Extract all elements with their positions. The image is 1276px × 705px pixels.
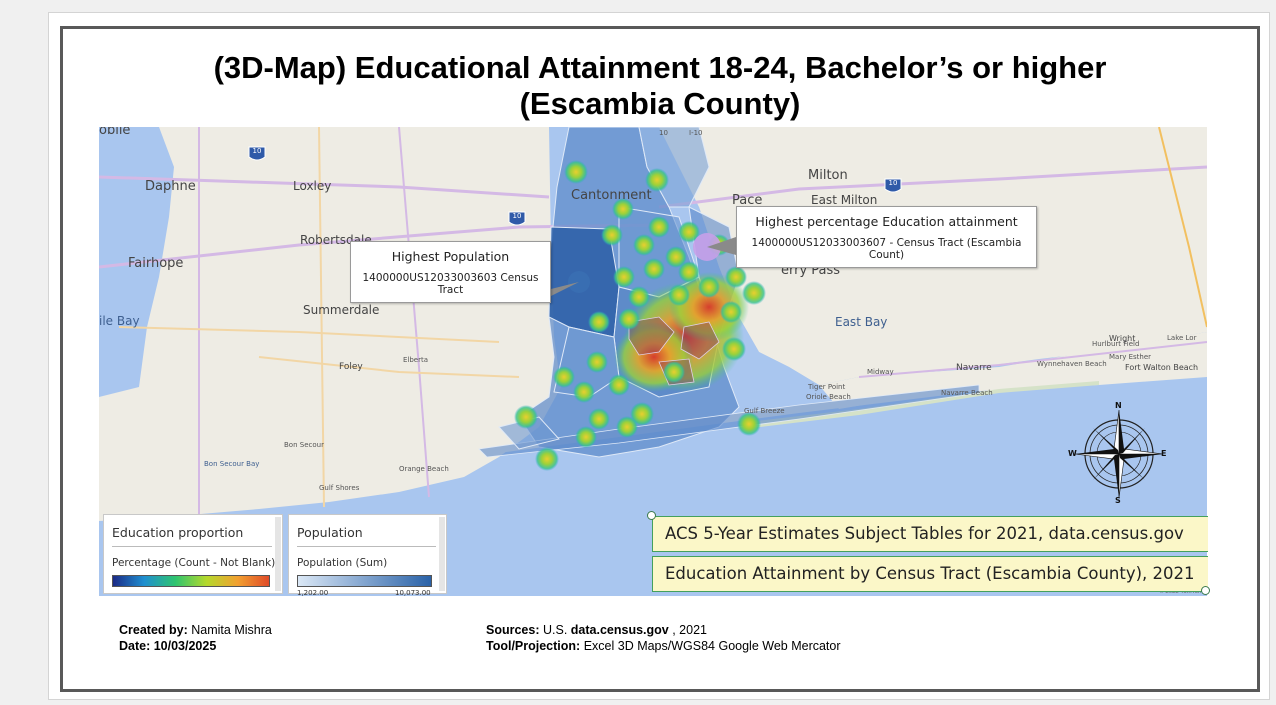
title-line-2: (Escambia County)	[519, 86, 801, 121]
legend-education[interactable]: Education proportion Percentage (Count -…	[103, 514, 283, 594]
place-label-fort-walton-beach: Fort Walton Beach	[1125, 363, 1199, 372]
place-label-oriole-beach: Oriole Beach	[806, 393, 851, 401]
place-label-bon-secour-bay: Bon Secour Bay	[204, 460, 260, 468]
place-label-mobile: obile	[99, 127, 131, 138]
legend-population-min: 1,202.00	[297, 589, 329, 597]
legend-education-title: Education proportion	[112, 525, 244, 540]
place-label-fairhope: Fairhope	[128, 256, 184, 271]
callout-highest-education[interactable]: Highest percentage Education attainment …	[736, 206, 1037, 268]
place-label-lake-lorraine: Lake Lor	[1167, 334, 1197, 342]
place-label-tiger-point: Tiger Point	[808, 383, 846, 391]
source-box-education[interactable]: Education Attainment by Census Tract (Es…	[652, 556, 1208, 592]
sources-line: Sources: U.S. data.census.gov , 2021	[486, 622, 841, 638]
map-copyright: © 2023 TomTom	[1159, 589, 1203, 595]
legend-education-gradient	[112, 575, 270, 587]
legend-scrollbar[interactable]	[275, 517, 281, 591]
highway-shield-label: 10	[888, 179, 898, 187]
source-box-acs[interactable]: ACS 5-Year Estimates Subject Tables for …	[652, 516, 1208, 552]
callout-population-title: Highest Population	[391, 249, 510, 264]
callout-education-detail: 1400000US12033003607 - Census Tract (Esc…	[751, 237, 1022, 261]
legend-divider	[297, 546, 436, 547]
created-by-label: Created by:	[119, 623, 188, 637]
place-label-mary-esther: Mary Esther	[1109, 353, 1152, 361]
place-label-east-bay: East Bay	[835, 315, 888, 329]
sources-prefix: U.S.	[542, 623, 568, 637]
interstate-label: I-10	[689, 129, 703, 137]
resize-handle[interactable]	[647, 511, 656, 520]
place-label-daphne: Daphne	[145, 179, 196, 194]
credits-left: Created by: Namita Mishra Date: 10/03/20…	[119, 622, 272, 654]
callout-population-detail: 1400000US12033003603 Census Tract	[362, 272, 539, 296]
legend-population-title: Population	[297, 525, 363, 540]
place-label-wynnehaven-beach: Wynnehaven Beach	[1037, 360, 1107, 368]
sources-label: Sources:	[486, 623, 540, 637]
callout-highest-population[interactable]: Highest Population 1400000US12033003603 …	[350, 241, 551, 303]
place-label-loxley: Loxley	[293, 179, 332, 193]
legend-population-gradient	[297, 575, 432, 587]
compass-north-label: N	[1115, 401, 1122, 410]
title-line-1: (3D-Map) Educational Attainment 18-24, B…	[213, 50, 1107, 85]
created-by-line: Created by: Namita Mishra	[119, 622, 272, 638]
created-by-value: Namita Mishra	[191, 623, 272, 637]
compass-rose-icon	[1074, 409, 1164, 499]
place-label-orange-beach: Orange Beach	[399, 465, 449, 473]
place-label-pace: Pace	[732, 193, 763, 208]
place-label-east-milton: East Milton	[811, 193, 878, 207]
date-label: Date: 10/03/2025	[119, 639, 217, 653]
place-label-midway: Midway	[867, 368, 894, 376]
place-label-bon-secour: Bon Secour	[284, 441, 324, 449]
highway-shield-label: 10	[512, 212, 522, 220]
tool-label: Tool/Projection:	[486, 639, 581, 653]
place-label-gulf-breeze: Gulf Breeze	[744, 407, 785, 415]
map-view[interactable]: obile Daphne Loxley Robertsdale Fairhope…	[99, 127, 1207, 596]
map-canvas	[99, 127, 1207, 527]
compass-east-label: E	[1161, 449, 1167, 458]
place-label-hurlburt-field: Hurlburt Field	[1092, 340, 1140, 348]
tool-line: Tool/Projection: Excel 3D Maps/WGS84 Goo…	[486, 638, 841, 654]
date-line: Date: 10/03/2025	[119, 638, 272, 654]
legend-scrollbar[interactable]	[439, 517, 445, 591]
tool-value: Excel 3D Maps/WGS84 Google Web Mercator	[583, 639, 841, 653]
credits-right: Sources: U.S. data.census.gov , 2021 Too…	[486, 622, 841, 654]
legend-population-max: 10,073.00	[395, 589, 431, 597]
place-label-foley: Foley	[339, 362, 363, 372]
compass-west-label: W	[1068, 449, 1077, 458]
highway-shield-label: 10	[659, 129, 668, 137]
place-label-mobile-bay: ile Bay	[99, 314, 140, 328]
place-label-navarre: Navarre	[956, 363, 992, 373]
place-label-gulf-shores: Gulf Shores	[319, 484, 360, 492]
resize-handle[interactable]	[1201, 586, 1210, 595]
sources-site: data.census.gov	[570, 623, 669, 637]
sources-year: , 2021	[672, 623, 707, 637]
compass-south-label: S	[1115, 496, 1121, 505]
place-label-summerdale: Summerdale	[303, 303, 380, 317]
legend-population-subtitle: Population (Sum)	[297, 557, 388, 569]
legend-divider	[112, 546, 272, 547]
place-label-elberta: Elberta	[403, 356, 429, 364]
place-label-milton: Milton	[808, 168, 848, 183]
place-label-wright: Wright	[1109, 334, 1136, 343]
legend-education-subtitle: Percentage (Count - Not Blank)	[112, 557, 276, 569]
callout-education-title: Highest percentage Education attainment	[755, 214, 1018, 229]
place-label-cantonment: Cantonment	[571, 188, 652, 203]
legend-population[interactable]: Population Population (Sum) 1,202.00 10,…	[288, 514, 447, 597]
place-label-navarre-beach: Navarre Beach	[941, 389, 993, 397]
slide-title: (3D-Map) Educational Attainment 18-24, B…	[60, 50, 1260, 122]
highway-shield-label: 10	[252, 147, 262, 155]
